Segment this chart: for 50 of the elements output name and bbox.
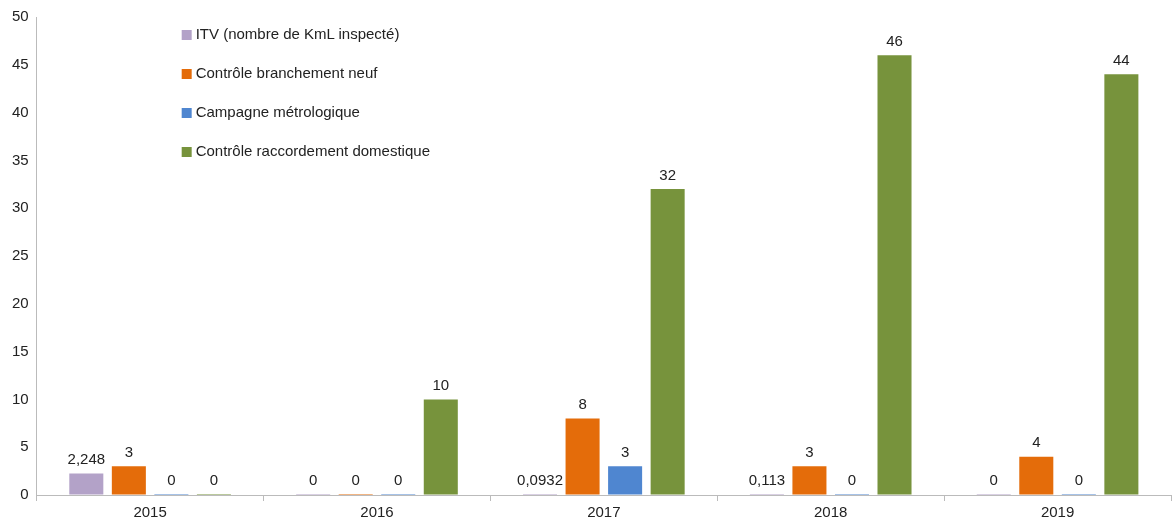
data-label: 0,113 xyxy=(748,470,786,488)
bar xyxy=(877,55,912,495)
y-tick-label: 45 xyxy=(12,54,29,72)
data-label: 0 xyxy=(167,470,176,488)
data-label: 0 xyxy=(1074,470,1084,488)
y-tick-label: 35 xyxy=(12,150,29,168)
x-tick-label: 2017 xyxy=(587,503,621,521)
x-tick-label: 2015 xyxy=(133,503,167,521)
bar xyxy=(1019,456,1054,495)
x-tick-label: 2016 xyxy=(360,503,394,521)
bar xyxy=(792,466,827,495)
data-label: 8 xyxy=(578,395,587,413)
data-label: 32 xyxy=(659,165,676,183)
y-tick-label: 20 xyxy=(12,293,29,311)
data-label: 2,248 xyxy=(67,450,106,468)
bar xyxy=(608,466,643,495)
y-tick-label: 50 xyxy=(12,7,29,25)
data-label: 10 xyxy=(432,376,450,394)
data-label: 3 xyxy=(805,442,814,460)
y-tick-label: 0 xyxy=(20,485,29,503)
y-tick-label: 25 xyxy=(12,246,29,264)
data-label: 3 xyxy=(124,442,134,460)
bar xyxy=(111,466,146,495)
data-label: 4 xyxy=(1032,433,1041,451)
data-label: 0 xyxy=(989,470,998,488)
x-tick-label: 2018 xyxy=(814,503,848,521)
data-label: 0 xyxy=(309,470,318,488)
y-tick-label: 15 xyxy=(12,341,29,359)
data-label: 0 xyxy=(351,470,360,488)
data-label: 0,0932 xyxy=(517,470,563,488)
legend-label: Contrôle raccordement domestique xyxy=(195,142,430,160)
y-tick-label: 30 xyxy=(12,198,29,216)
bar xyxy=(69,473,104,495)
data-label: 0 xyxy=(394,470,403,488)
y-tick-label: 5 xyxy=(20,437,29,455)
y-tick-label: 10 xyxy=(12,389,29,407)
bar xyxy=(565,418,600,495)
legend-label: Contrôle branchement neuf xyxy=(195,64,379,82)
y-tick-label: 40 xyxy=(12,102,29,120)
legend-label: ITV (nombre de KmL inspecté) xyxy=(195,25,400,43)
bar xyxy=(1104,74,1139,495)
data-label: 3 xyxy=(620,442,630,460)
data-label: 0 xyxy=(847,470,857,488)
legend-label: Campagne métrologique xyxy=(195,103,360,121)
data-label: 44 xyxy=(1113,51,1130,68)
data-label: 46 xyxy=(886,31,903,49)
bar xyxy=(423,399,458,495)
x-tick-label: 2019 xyxy=(1040,503,1075,521)
bar xyxy=(650,189,685,495)
data-label: 0 xyxy=(209,470,219,488)
